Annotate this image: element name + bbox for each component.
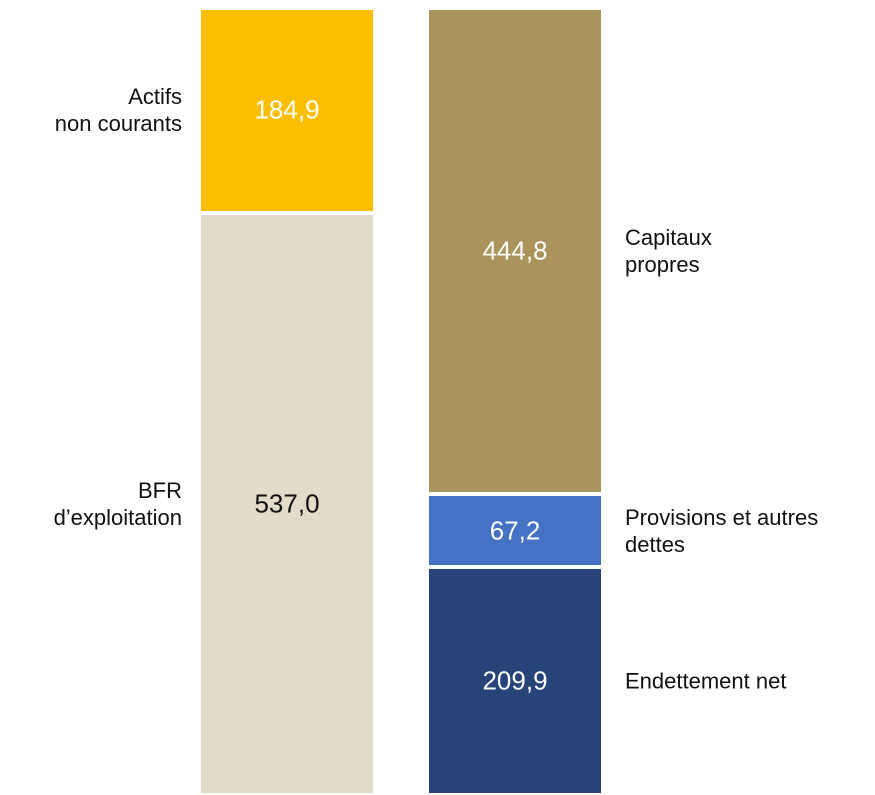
bar-segment	[429, 496, 601, 566]
value-label: 444,8	[482, 235, 548, 266]
bar-segment	[429, 569, 601, 793]
series-label: Actifs non courants	[54, 84, 182, 137]
value-label: 537,0	[254, 488, 320, 519]
value-label: 184,9	[254, 94, 320, 125]
series-label: Endettement net	[625, 668, 787, 694]
bar-segment	[429, 10, 601, 493]
value-label: 209,9	[482, 665, 548, 696]
value-label: 67,2	[489, 515, 541, 546]
series-label: Capitaux propres	[625, 225, 712, 278]
bar-segment	[201, 214, 373, 793]
series-label: BFR d’exploitation	[53, 477, 182, 530]
series-label: Provisions et autres dettes	[625, 504, 819, 557]
bar-segment	[201, 10, 373, 211]
